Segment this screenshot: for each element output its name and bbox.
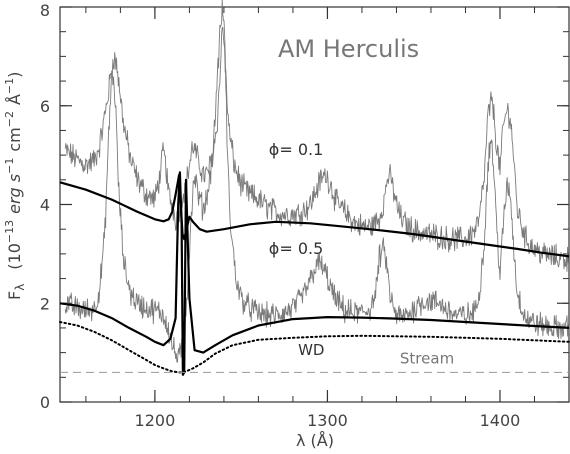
y-label-ang: Å bbox=[5, 94, 24, 105]
y-label-close: ) bbox=[5, 72, 24, 78]
series-layer bbox=[59, 0, 570, 376]
y-tick-label: 2 bbox=[40, 294, 50, 313]
y-label-exp1: −13 bbox=[3, 220, 16, 243]
y-label-open: (10 bbox=[5, 243, 24, 270]
phase-0.5-label: ϕ= 0.5 bbox=[269, 239, 324, 258]
y-tick-label: 6 bbox=[40, 97, 50, 116]
y-label-cm: cm bbox=[5, 127, 24, 151]
series-model-phase-0.5 bbox=[59, 171, 570, 376]
y-label-f: F bbox=[5, 291, 24, 300]
y-tick-label: 0 bbox=[40, 393, 50, 412]
y-axis-label: Fλ(10−13erg s−1cm−2Å−1) bbox=[3, 72, 27, 300]
series-white-dwarf bbox=[59, 321, 570, 374]
y-tick-label: 8 bbox=[40, 1, 50, 20]
chart-title: AM Herculis bbox=[278, 35, 419, 63]
y-label-sub: λ bbox=[13, 284, 27, 291]
x-tick-label: 1300 bbox=[307, 411, 348, 430]
x-tick-label: 1400 bbox=[480, 411, 521, 430]
y-label-erg: erg s bbox=[5, 174, 24, 214]
y-label-exp3: −2 bbox=[3, 111, 16, 127]
y-label-exp2: −1 bbox=[3, 158, 16, 174]
series-observed-phase-0.1 bbox=[64, 27, 570, 272]
series-model-phase-0.1 bbox=[59, 173, 570, 258]
x-axis-label: λ (Å) bbox=[296, 431, 334, 450]
y-label-exp4: −1 bbox=[3, 78, 16, 94]
y-tick-label: 4 bbox=[40, 196, 50, 215]
stream-label: Stream bbox=[400, 349, 454, 367]
series-observed-phase-0.5 bbox=[64, 0, 570, 363]
x-tick-label: 1200 bbox=[135, 411, 176, 430]
wd-label: WD bbox=[298, 341, 324, 359]
axis-labels: 1200 1300 1400 0 2 4 6 8 bbox=[40, 1, 521, 430]
phase-0.1-label: ϕ= 0.1 bbox=[269, 140, 324, 159]
svg-text:Fλ(10−13erg s−1cm−2Å−1): Fλ(10−13erg s−1cm−2Å−1) bbox=[3, 72, 27, 300]
